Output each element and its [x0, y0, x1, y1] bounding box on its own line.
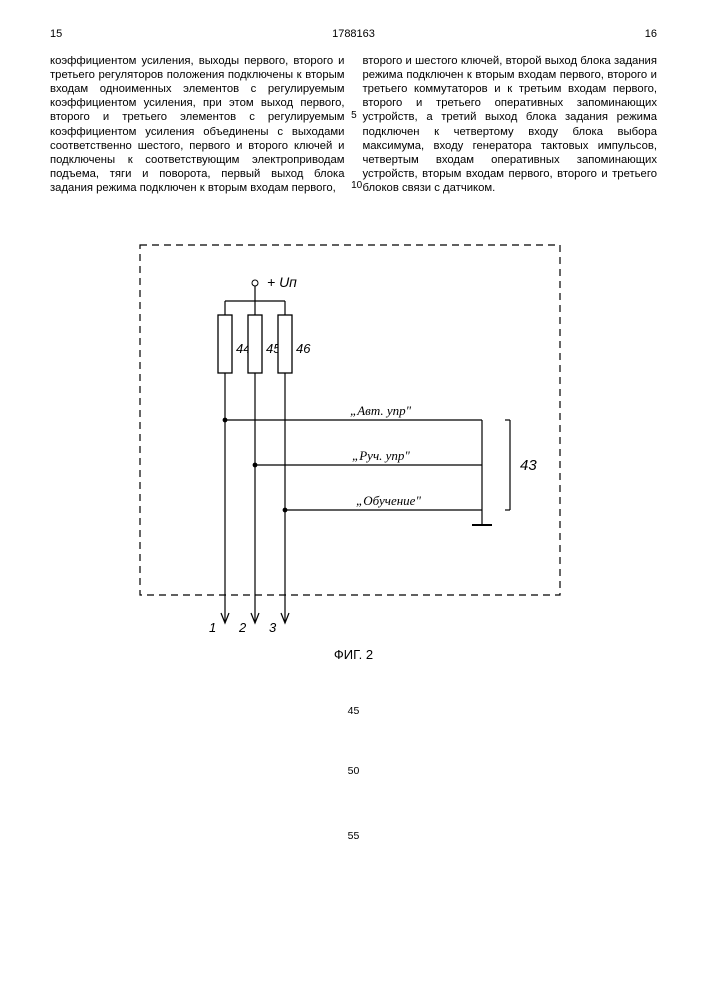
output-1: 1 [209, 620, 216, 635]
voltage-node [252, 280, 258, 286]
circuit-diagram: + Uп 44 45 46 [130, 235, 590, 635]
patent-page: 15 1788163 16 коэффициентом усиления, вы… [0, 0, 707, 1000]
resistor-46-label: 46 [296, 341, 311, 356]
signal-manual: „Руч. упр" [352, 448, 410, 463]
resistor-46 [278, 315, 292, 373]
column-right: второго и шестого ключей, второй выход б… [363, 54, 658, 195]
column-left: коэффициентом усиления, выходы первого, … [50, 54, 345, 195]
bracket-label: 43 [520, 457, 537, 474]
page-header: 15 1788163 16 [50, 28, 657, 40]
resistor-44 [218, 315, 232, 373]
patent-number: 1788163 [80, 28, 627, 40]
output-3: 3 [269, 620, 277, 635]
line-number-5: 5 [351, 110, 357, 123]
signal-auto: „Авт. упр" [350, 403, 412, 418]
line-number-10: 10 [351, 180, 362, 193]
figure-caption: ФИГ. 2 [50, 647, 657, 662]
text-columns: коэффициентом усиления, выходы первого, … [50, 54, 657, 195]
output-2: 2 [238, 620, 247, 635]
margin-number-45: 45 [50, 705, 657, 717]
page-number-right: 16 [627, 28, 657, 40]
signal-learn: „Обучение" [356, 493, 421, 508]
margin-number-55: 55 [50, 830, 657, 842]
margin-number-50: 50 [50, 765, 657, 777]
figure-2: + Uп 44 45 46 [50, 235, 657, 765]
page-number-left: 15 [50, 28, 80, 40]
resistor-45 [248, 315, 262, 373]
voltage-label: + Uп [267, 274, 297, 290]
